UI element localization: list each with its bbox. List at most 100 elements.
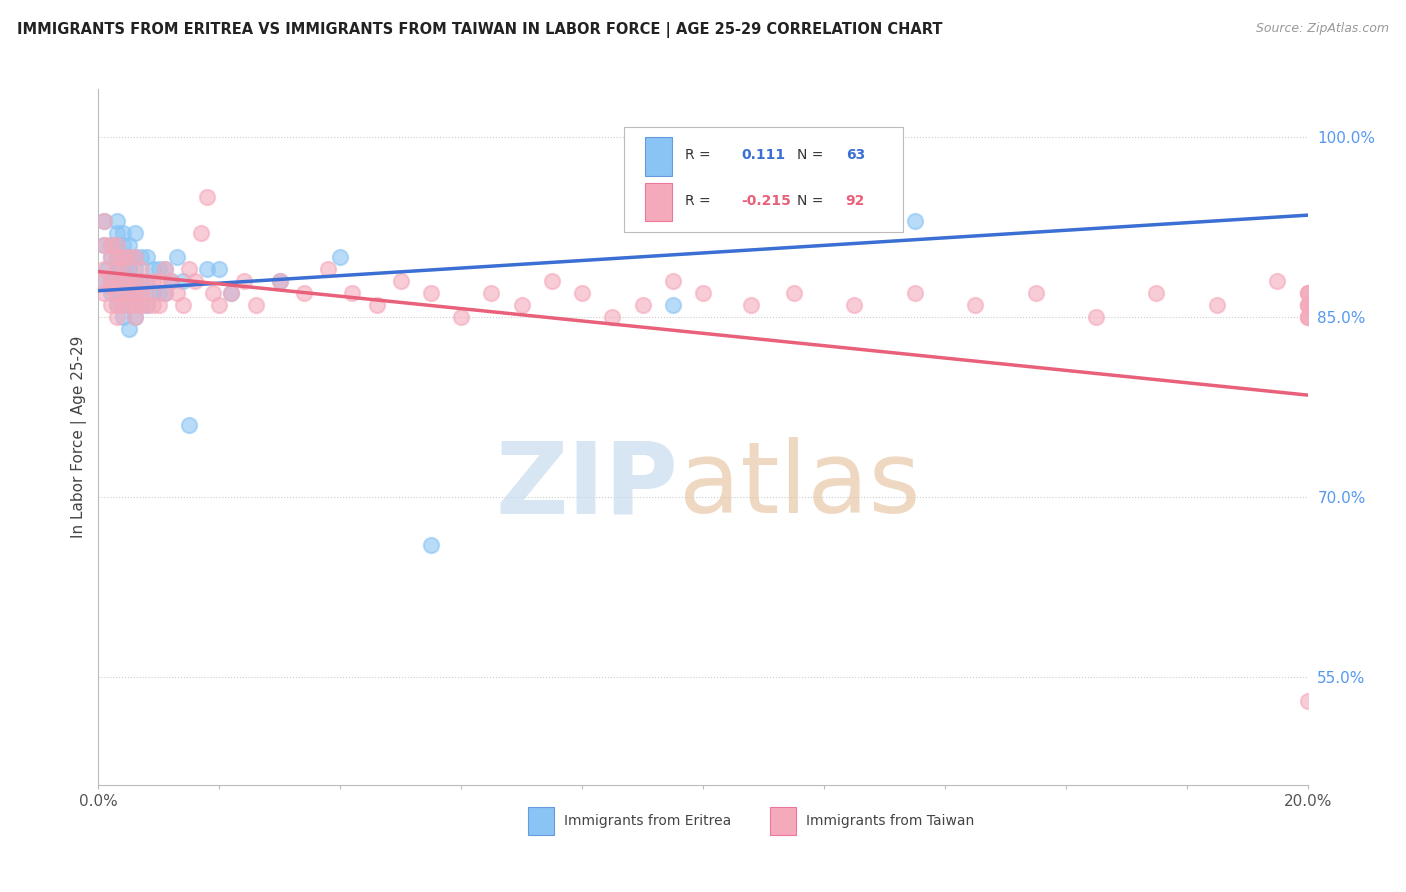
Point — [118, 250, 141, 264]
Point — [904, 286, 927, 301]
Point — [105, 286, 128, 301]
Point — [129, 298, 152, 312]
Bar — [645, 183, 672, 221]
Point — [208, 298, 231, 312]
Point — [195, 262, 218, 277]
Point — [118, 286, 141, 301]
Point — [661, 298, 683, 312]
Point — [450, 310, 472, 325]
Point — [190, 226, 212, 240]
Point — [160, 274, 183, 288]
Point — [100, 280, 122, 294]
Point — [1296, 286, 1319, 301]
Text: IMMIGRANTS FROM ERITREA VS IMMIGRANTS FROM TAIWAN IN LABOR FORCE | AGE 25-29 COR: IMMIGRANTS FROM ERITREA VS IMMIGRANTS FR… — [17, 22, 942, 38]
Text: N =: N = — [797, 194, 828, 208]
Point — [148, 298, 170, 312]
Point — [105, 274, 128, 288]
Point — [93, 262, 115, 277]
Point — [100, 250, 122, 264]
Point — [111, 286, 134, 301]
Point — [153, 262, 176, 277]
Point — [93, 286, 115, 301]
Point — [124, 274, 146, 288]
Point — [105, 298, 128, 312]
Point — [111, 250, 134, 264]
Point — [153, 286, 176, 301]
Point — [129, 250, 152, 264]
Text: atlas: atlas — [679, 437, 921, 534]
Point — [1024, 286, 1046, 301]
Point — [631, 298, 654, 312]
Text: 63: 63 — [845, 148, 865, 161]
Point — [100, 298, 122, 312]
Point — [316, 262, 339, 277]
Point — [245, 298, 267, 312]
Point — [118, 274, 141, 288]
Text: ZIP: ZIP — [496, 437, 679, 534]
Point — [111, 298, 134, 312]
Point — [329, 250, 352, 264]
Point — [111, 310, 134, 325]
Point — [389, 274, 412, 288]
Point — [105, 274, 128, 288]
Point — [1296, 298, 1319, 312]
Point — [118, 286, 141, 301]
Point — [142, 298, 165, 312]
Point — [1296, 286, 1319, 301]
Point — [105, 262, 128, 277]
Point — [166, 286, 188, 301]
Point — [90, 274, 112, 288]
Point — [111, 226, 134, 240]
Point — [965, 298, 987, 312]
Point — [90, 274, 112, 288]
Point — [195, 190, 218, 204]
Point — [124, 310, 146, 325]
Point — [100, 238, 122, 252]
Point — [1296, 310, 1319, 325]
Bar — [645, 137, 672, 176]
Point — [124, 286, 146, 301]
Point — [105, 250, 128, 264]
Text: Immigrants from Eritrea: Immigrants from Eritrea — [564, 814, 731, 828]
Point — [124, 250, 146, 264]
FancyBboxPatch shape — [624, 128, 903, 232]
Point — [184, 274, 207, 288]
Point — [135, 298, 157, 312]
Point — [118, 238, 141, 252]
Point — [179, 262, 201, 277]
Point — [105, 226, 128, 240]
Point — [142, 286, 165, 301]
Point — [1296, 298, 1319, 312]
Point — [510, 298, 533, 312]
Point — [420, 538, 443, 552]
Point — [1296, 310, 1319, 325]
Point — [129, 298, 152, 312]
Point — [571, 286, 593, 301]
Point — [135, 274, 157, 288]
Text: Immigrants from Taiwan: Immigrants from Taiwan — [806, 814, 974, 828]
Y-axis label: In Labor Force | Age 25-29: In Labor Force | Age 25-29 — [72, 336, 87, 538]
Point — [661, 274, 683, 288]
Point — [160, 274, 183, 288]
Point — [105, 238, 128, 252]
Point — [783, 286, 806, 301]
Point — [172, 298, 194, 312]
Point — [105, 262, 128, 277]
Point — [100, 274, 122, 288]
Point — [100, 286, 122, 301]
Point — [118, 322, 141, 336]
Point — [1206, 298, 1229, 312]
Point — [142, 274, 165, 288]
Point — [269, 274, 291, 288]
Point — [111, 238, 134, 252]
Point — [208, 262, 231, 277]
Text: 92: 92 — [845, 194, 865, 208]
Point — [148, 274, 170, 288]
Point — [1296, 286, 1319, 301]
Point — [118, 298, 141, 312]
Point — [366, 298, 388, 312]
Point — [124, 262, 146, 277]
Point — [602, 310, 624, 325]
Point — [1296, 310, 1319, 325]
Point — [105, 214, 128, 228]
